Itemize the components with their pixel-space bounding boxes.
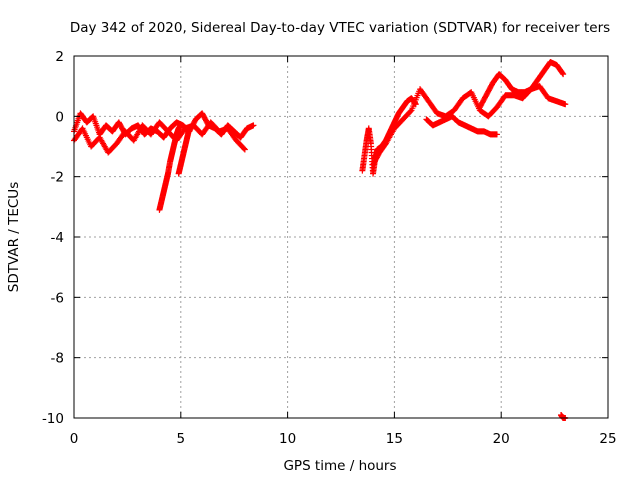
- y-tick-label: -8: [51, 351, 64, 367]
- data-point: [186, 125, 193, 132]
- data-segment: [423, 113, 500, 138]
- x-tick-label: 5: [177, 431, 186, 447]
- data-point: [250, 122, 257, 129]
- data-point: [241, 146, 248, 153]
- data-point: [89, 113, 96, 120]
- y-axis-label: SDTVAR / TECUs: [6, 182, 22, 292]
- y-tick-label: -10: [42, 411, 64, 427]
- x-tick-label: 25: [599, 431, 616, 447]
- data-point: [177, 122, 184, 129]
- y-tick-label: -2: [51, 170, 64, 186]
- x-tick-label: 20: [493, 431, 510, 447]
- data-point: [241, 145, 248, 152]
- data-point: [562, 101, 569, 108]
- chart-title: Day 342 of 2020, Sidereal Day-to-day VTE…: [70, 20, 610, 36]
- x-tick-label: 0: [70, 431, 79, 447]
- y-tick-label: -6: [51, 290, 64, 306]
- data-point: [559, 70, 566, 77]
- data-segment: [175, 125, 193, 177]
- y-tick-label: -4: [51, 230, 64, 246]
- y-tick-label: 0: [55, 109, 64, 125]
- x-axis-label: GPS time / hours: [283, 458, 396, 474]
- y-tick-label: 2: [55, 49, 64, 65]
- data-segment: [71, 119, 248, 156]
- data-layer: [71, 59, 569, 421]
- data-point: [407, 108, 414, 115]
- data-point: [560, 71, 567, 78]
- data-segment: [156, 122, 184, 213]
- x-tick-label: 10: [279, 431, 296, 447]
- data-segment: [476, 59, 567, 111]
- x-tick-label: 15: [386, 431, 403, 447]
- data-point: [493, 131, 500, 138]
